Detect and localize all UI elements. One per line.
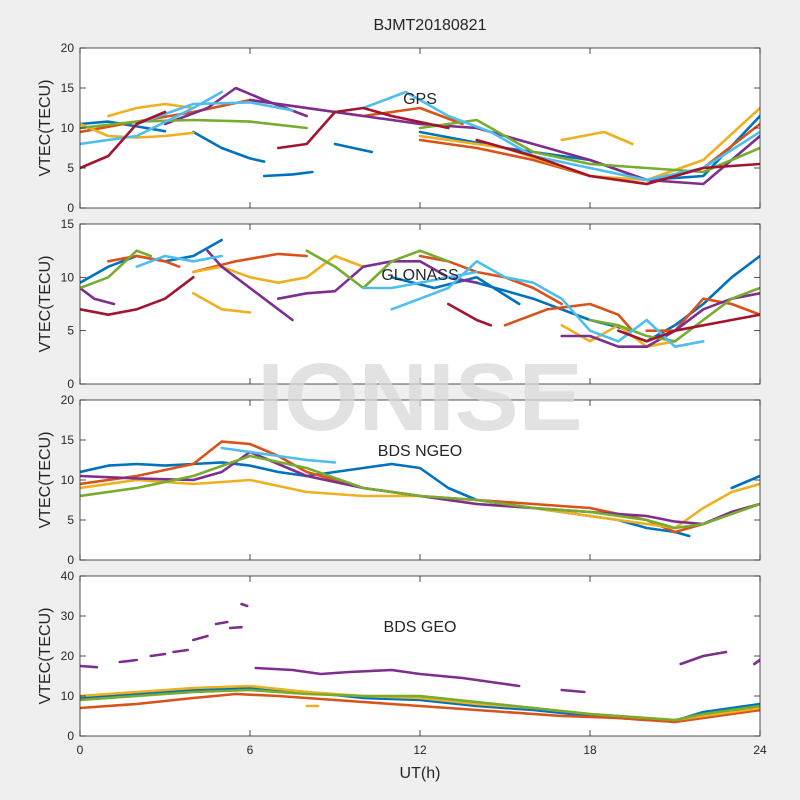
series-line-5 [107, 254, 181, 269]
y-tick-label: 5 [67, 324, 74, 338]
series-line-19 [588, 286, 760, 343]
series-line-20 [276, 106, 450, 150]
series-line-8 [80, 122, 195, 139]
series-line-8 [503, 302, 634, 333]
panels: 0 5 10 15 20 GPS VTEC(TECU) 0 5 10 15 GLONASS VTEC(T… [37, 41, 767, 757]
series-line-14 [206, 249, 294, 322]
series-line-3 [475, 281, 634, 333]
series-line-6 [80, 454, 760, 530]
series-line-19 [80, 110, 167, 170]
y-axis-label: VTEC(TECU) [37, 432, 54, 529]
y-tick-label: 15 [61, 217, 75, 231]
plot-area [80, 576, 760, 736]
x-tick-label: 18 [583, 743, 597, 757]
y-axis-label: VTEC(TECU) [37, 608, 54, 705]
y-tick-label: 10 [61, 473, 75, 487]
series-line-2 [192, 130, 266, 163]
series-line-14 [80, 118, 309, 130]
series-line-9 [192, 634, 209, 642]
series-line-11 [192, 291, 252, 314]
y-tick-label: 20 [61, 41, 75, 55]
series-line-24 [446, 302, 493, 327]
series-line-14 [560, 688, 586, 694]
series-line-4 [333, 142, 374, 154]
y-tick-label: 20 [61, 649, 75, 663]
series-line-10 [214, 620, 229, 626]
series-line-13 [254, 666, 521, 688]
series-line-15 [276, 259, 479, 301]
series-line-9 [645, 297, 760, 333]
series-line-12 [163, 86, 309, 126]
y-tick-label: 5 [67, 161, 74, 175]
panel-1: 0 5 10 15 20 GPS VTEC(TECU) [37, 41, 761, 215]
series-line-16 [80, 90, 223, 146]
series-line-13 [80, 286, 116, 306]
series-line-12 [240, 602, 249, 608]
y-tick-label: 10 [61, 121, 75, 135]
y-tick-label: 5 [67, 513, 74, 527]
y-axis-label: VTEC(TECU) [37, 80, 54, 177]
series-line-6 [118, 658, 138, 664]
series-line-5 [80, 664, 99, 669]
y-axis-label: VTEC(TECU) [37, 256, 54, 353]
series-line-7 [149, 652, 167, 658]
panel-3: 0 5 10 15 20 BDS NGEO VTEC(TECU) [37, 393, 761, 567]
y-tick-label: 15 [61, 433, 75, 447]
series-line-21 [475, 138, 760, 186]
y-tick-label: 0 [67, 553, 74, 567]
series-group [80, 440, 760, 538]
series-line-9 [107, 102, 195, 118]
series-line-10 [418, 106, 760, 182]
x-tick-label: 12 [413, 743, 427, 757]
series-group [80, 86, 760, 186]
panel-annotation: BDS NGEO [378, 443, 462, 460]
series-line-2 [80, 692, 760, 724]
series-line-16 [752, 658, 760, 666]
series-line-25 [616, 313, 760, 343]
series-line-17 [135, 101, 294, 126]
y-tick-label: 10 [61, 270, 75, 284]
y-tick-label: 0 [67, 377, 74, 391]
panel-4: 0 10 20 30 40 0 6 12 18 24 BDS GEO VTEC(TECU) [37, 569, 767, 757]
series-line-6 [192, 252, 309, 274]
series-line-3 [262, 170, 314, 178]
x-tick-label: 24 [753, 743, 767, 757]
series-line-4 [80, 688, 760, 722]
panel-annotation: GPS [403, 91, 437, 108]
y-tick-label: 20 [61, 393, 75, 407]
series-line-7 [220, 446, 337, 464]
series-line-2 [730, 474, 760, 490]
series-line-17 [80, 249, 153, 290]
y-tick-label: 0 [67, 729, 74, 743]
y-tick-label: 10 [61, 689, 75, 703]
y-tick-label: 40 [61, 569, 75, 583]
series-line-23 [80, 275, 195, 317]
series-line-20 [135, 254, 223, 269]
x-axis-label: UT(h) [400, 765, 441, 782]
series-line-11 [228, 625, 243, 630]
x-tick-label: 0 [77, 743, 84, 757]
y-tick-label: 30 [61, 609, 75, 623]
y-tick-label: 15 [61, 81, 75, 95]
series-line-21 [361, 270, 479, 290]
watermark: IONISE [257, 344, 582, 451]
series-group [80, 602, 760, 724]
panel-2: 0 5 10 15 GLONASS VTEC(TECU) [37, 217, 761, 391]
x-tick-label: 6 [247, 743, 254, 757]
series-line-11 [560, 130, 634, 146]
series-line-18 [305, 249, 450, 290]
series-group [80, 238, 760, 349]
panel-annotation: BDS GEO [384, 619, 457, 636]
panel-annotation: GLONASS [381, 267, 458, 284]
series-line-15 [418, 118, 760, 174]
figure-title: BJMT20180821 [374, 17, 487, 34]
y-tick-label: 0 [67, 201, 74, 215]
series-line-8 [172, 648, 189, 654]
series-line-22 [390, 259, 705, 349]
series-line-15 [679, 650, 728, 666]
